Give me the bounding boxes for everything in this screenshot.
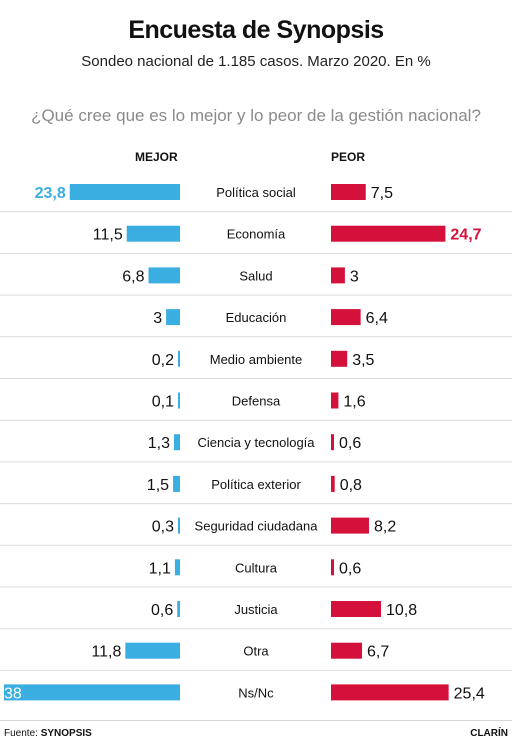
value-label-mejor: 38 [4, 685, 22, 702]
bar-peor [331, 684, 449, 701]
publisher-brand: CLARÍN [470, 728, 508, 739]
bar-peor [331, 184, 366, 200]
value-label-mejor: 23,8 [35, 185, 66, 202]
bar-mejor [174, 559, 180, 576]
bar-mejor [166, 309, 180, 326]
bar-mejor [178, 392, 180, 409]
category-label: Justicia [234, 602, 278, 617]
source-credit: Fuente: SYNOPSIS [4, 728, 92, 739]
bar-mejor [178, 350, 180, 367]
value-label-mejor: 3 [153, 310, 162, 327]
category-label: Economía [227, 227, 286, 242]
category-label: Ciencia y tecnología [197, 435, 315, 450]
footer-divider [0, 720, 512, 721]
value-label-mejor: 11,8 [91, 644, 121, 661]
bar-peor [331, 309, 361, 326]
value-label-mejor: 1,3 [148, 435, 170, 452]
bar-mejor [126, 225, 180, 242]
category-label: Defensa [232, 394, 281, 409]
bar-mejor [69, 184, 180, 200]
bar-peor [331, 517, 369, 534]
value-label-mejor: 1,5 [147, 477, 169, 494]
category-label: Política exterior [211, 477, 301, 492]
bar-mejor [178, 517, 180, 534]
value-label-peor: 10,8 [386, 602, 417, 619]
category-label: Ns/Nc [238, 685, 274, 700]
category-label: Salud [239, 268, 272, 283]
bar-peor [331, 350, 348, 367]
category-label: Otra [243, 644, 269, 659]
bar-mejor [173, 475, 180, 492]
bar-peor [331, 267, 345, 284]
value-label-peor: 3 [350, 268, 359, 285]
diverging-bar-chart: Política social 23,8 7,5 Economía 11,5 24,7 Sa… [0, 184, 512, 702]
value-label-peor: 0,8 [340, 477, 362, 494]
bar-peor [331, 559, 334, 576]
value-label-peor: 7,5 [371, 185, 393, 202]
bar-mejor [125, 642, 180, 659]
bar-peor [331, 225, 446, 242]
value-label-mejor: 0,2 [152, 352, 174, 369]
survey-question: ¿Qué cree que es lo mejor y lo peor de l… [31, 106, 481, 125]
bar-mejor [177, 601, 180, 617]
value-label-mejor: 0,6 [151, 602, 173, 619]
value-label-mejor: 0,3 [152, 519, 174, 536]
category-label: Seguridad ciudadana [195, 519, 319, 534]
value-label-peor: 24,7 [450, 227, 481, 244]
bar-peor [331, 392, 339, 409]
value-label-peor: 6,7 [367, 644, 389, 661]
bar-peor [331, 475, 335, 492]
chart-subtitle: Sondeo nacional de 1.185 casos. Marzo 20… [81, 53, 431, 70]
value-label-mejor: 1,1 [149, 560, 171, 577]
value-label-peor: 8,2 [374, 519, 396, 536]
value-label-mejor: 0,1 [152, 394, 174, 411]
value-label-peor: 25,4 [454, 685, 485, 702]
legend-peor: PEOR [331, 150, 366, 164]
value-label-mejor: 6,8 [122, 268, 144, 285]
chart-title: Encuesta de Synopsis [128, 16, 384, 44]
legend-mejor: MEJOR [135, 150, 178, 164]
value-label-peor: 1,6 [343, 394, 365, 411]
category-label: Medio ambiente [210, 352, 303, 367]
source-label: Fuente: [4, 728, 38, 739]
bar-mejor [173, 434, 180, 451]
bar-mejor [4, 684, 180, 701]
bar-peor [331, 601, 382, 617]
category-label: Cultura [235, 560, 278, 575]
value-label-peor: 0,6 [339, 435, 361, 452]
value-label-peor: 6,4 [366, 310, 388, 327]
value-label-peor: 3,5 [352, 352, 374, 369]
category-label: Educación [226, 310, 287, 325]
category-label: Política social [216, 185, 296, 200]
bar-peor [331, 434, 334, 451]
value-label-mejor: 11,5 [93, 227, 123, 244]
bar-peor [331, 642, 363, 659]
source-name: SYNOPSIS [40, 728, 92, 739]
value-label-peor: 0,6 [339, 560, 361, 577]
bar-mejor [148, 267, 180, 284]
